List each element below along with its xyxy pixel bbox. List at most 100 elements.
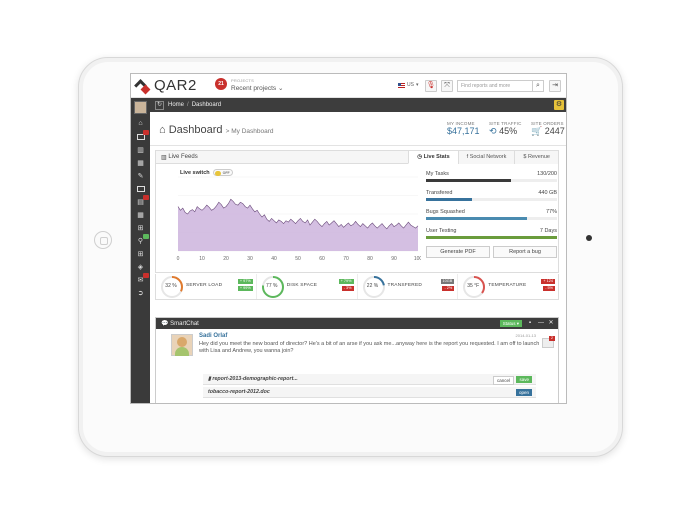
tab-live-stats-label: Live Stats <box>423 154 450 160</box>
toggle-knob <box>214 170 221 176</box>
sidebar-item-home[interactable]: ⌂ <box>131 117 150 130</box>
progress-track <box>426 236 557 239</box>
breadcrumb-separator: / <box>187 102 189 108</box>
close-icon[interactable]: ✕ <box>548 320 554 326</box>
live-stats-list: My Tasks 130/200 Transfered 440 GB Bugs Squa… <box>426 169 557 245</box>
gauge-arc <box>463 276 486 298</box>
microphone-button[interactable]: 🎙 <box>425 80 437 92</box>
fullscreen-button[interactable]: ⤧ <box>441 80 453 92</box>
status-dropdown[interactable]: Status ▾ <box>499 320 522 327</box>
cart-icon: 🛒 <box>531 126 543 136</box>
minimize-icon[interactable]: — <box>538 320 544 326</box>
progress-track <box>426 198 557 201</box>
chat-bubble-icon: ✉ <box>137 276 144 284</box>
dollar-icon: $ <box>523 154 527 160</box>
sidebar-item-windows[interactable]: ⊞ <box>131 247 150 260</box>
gauge-trend-tag: - 5% <box>543 286 555 291</box>
open-button[interactable]: open <box>515 389 532 396</box>
logout-icon: ⇥ <box>552 82 558 89</box>
grid-icon: ▦ <box>137 211 144 219</box>
attachment-name[interactable]: report-2013-demographic-report... <box>212 376 298 382</box>
page-title-text: Dashboard <box>168 124 223 136</box>
sidebar-item-maps[interactable]: ⚲ <box>131 234 150 247</box>
projects-label: PROJECTS <box>231 78 254 83</box>
tab-revenue[interactable]: $ Revenue <box>514 151 558 164</box>
stat-value: 77% <box>545 209 557 215</box>
sidebar-item-ui[interactable] <box>131 182 150 195</box>
gauge-label: DISK SPACE <box>286 283 318 288</box>
breadcrumb-home[interactable]: Home <box>168 102 185 108</box>
stat-name: My Tasks <box>426 171 449 177</box>
sidebar-item-charts[interactable]: ▥ <box>131 143 150 156</box>
report-bug-button[interactable]: Report a bug <box>493 246 557 258</box>
page-subtitle-text: My Dashboard <box>231 128 274 135</box>
progress-fill <box>426 198 472 201</box>
message-notification-icon[interactable]: 2 <box>542 336 555 348</box>
stat-value: 440 GB <box>538 190 557 196</box>
x-tick-label: 70 <box>343 256 349 262</box>
save-button[interactable]: save <box>516 376 532 383</box>
refresh-icon[interactable]: ↻ <box>155 100 164 110</box>
live-feeds-title: Live Feeds <box>168 154 198 160</box>
gauge-row: 32 % SERVER LOAD + 97% + 99% 77 % DISK SPACE +… <box>155 274 559 300</box>
gear-icon[interactable]: ⚙ <box>554 100 564 110</box>
gauge-server-load: 32 % SERVER LOAD + 97% + 99% <box>156 274 257 299</box>
language-selector[interactable]: US ▾ <box>398 82 418 88</box>
projects-count-badge[interactable]: 21 <box>215 78 227 90</box>
window-toggle-icon[interactable]: ▪ <box>528 320 532 326</box>
inbox-icon <box>136 133 145 140</box>
x-tick-label: 50 <box>295 256 301 262</box>
message-notification-count: 2 <box>549 336 555 341</box>
attachment-name[interactable]: tobacco-report-2012.doc <box>208 389 270 395</box>
gauge-trend-tag: 10GB <box>440 279 455 284</box>
message-sender[interactable]: Sadi Orlaf <box>199 333 228 339</box>
search-input[interactable] <box>458 81 532 91</box>
gauge-arc <box>261 276 284 298</box>
smartchat-header: 💬 SmartChat Status ▾ ▪ — ✕ <box>156 318 558 329</box>
live-switch-toggle[interactable]: OFF <box>212 169 233 176</box>
logo-mark-icon <box>134 78 151 94</box>
sidebar-item-sitemap[interactable]: ⊞ <box>131 221 150 234</box>
tab-social-network-label: Social Network <box>469 154 507 160</box>
sidebar-item-widgets[interactable]: ▦ <box>131 208 150 221</box>
notification-badge <box>143 273 149 278</box>
live-switch-label: Live switch <box>180 169 210 176</box>
gauge-disk-space: 77 % DISK SPACE + 79% - 3% <box>257 274 358 299</box>
sidebar-item-inbox[interactable] <box>131 130 150 143</box>
chevron-down-icon: ▾ <box>516 321 519 326</box>
gauge-transfered: 22 % TRANSFERED 10GB - 2% <box>358 274 459 299</box>
progress-fill <box>426 236 557 239</box>
gauge-value: 35 °F <box>467 283 480 289</box>
calendar-icon: ▤ <box>137 198 144 206</box>
app-logo[interactable]: QAR2 <box>134 77 197 94</box>
live-switch: Live switch OFF <box>180 169 233 176</box>
x-tick-label: 20 <box>223 256 229 262</box>
table-icon: ▦ <box>137 159 144 167</box>
cancel-button[interactable]: cancel <box>492 376 514 385</box>
gauge-arc <box>362 276 385 298</box>
tab-live-stats[interactable]: ◷ Live Stats <box>408 151 458 164</box>
home-icon: ⌂ <box>159 124 166 136</box>
chart-icon: ▥ <box>161 154 167 161</box>
sidebar-item-calendar[interactable]: ▤ <box>131 195 150 208</box>
sidebar-item-tables[interactable]: ▦ <box>131 156 150 169</box>
sidebar-item-chat[interactable]: ✉ <box>131 273 150 286</box>
recent-projects-dropdown[interactable]: Recent projects ⌄ <box>231 84 283 92</box>
sidebar-item-forms[interactable]: ✎ <box>131 169 150 182</box>
chat-icon: 💬 <box>161 321 169 327</box>
status-label: Status <box>502 321 516 326</box>
orders-value: 2447 <box>544 126 565 136</box>
sidebar-item-next[interactable]: ➲ <box>131 286 150 299</box>
gauge-ring <box>261 276 284 298</box>
logout-button[interactable]: ⇥ <box>549 80 561 92</box>
message-text: Hey did you meet the new board of direct… <box>199 341 540 355</box>
sidebar-item-cube[interactable]: ◈ <box>131 260 150 273</box>
gauge-trend-tag: + 124 <box>541 279 555 284</box>
tablet-home-button[interactable] <box>94 231 112 249</box>
tab-social-network[interactable]: f Social Network <box>457 151 515 164</box>
cube-icon: ◈ <box>137 263 144 271</box>
search-icon[interactable]: ⌕ <box>532 81 543 91</box>
generate-pdf-button[interactable]: Generate PDF <box>426 246 490 258</box>
stat-value: 7 Days <box>539 228 557 234</box>
avatar[interactable] <box>134 101 147 114</box>
